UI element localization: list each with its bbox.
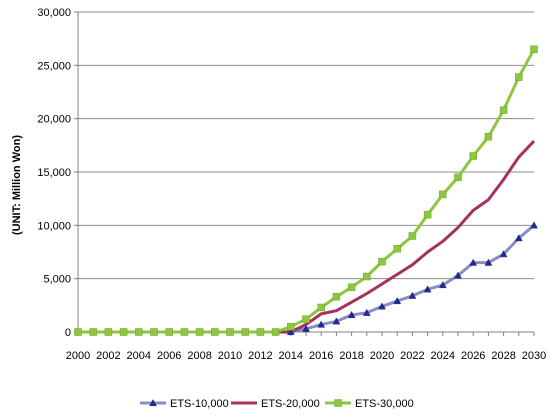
data-point-series-3 <box>439 190 447 199</box>
x-tick-label: 2002 <box>96 350 120 362</box>
data-point-series-1 <box>393 297 402 305</box>
data-point-series-3 <box>363 272 371 281</box>
series-layer <box>78 48 536 334</box>
x-tick-label: 2030 <box>522 350 546 362</box>
data-point-series-3 <box>484 133 493 141</box>
x-tick-label: 2000 <box>66 350 90 362</box>
data-point-series-3 <box>408 232 417 240</box>
x-tick-label: 2012 <box>248 350 272 362</box>
data-point-series-3 <box>226 328 234 336</box>
x-tick-label: 2028 <box>491 350 515 362</box>
data-point-series-3 <box>454 173 462 182</box>
legend-marker-1 <box>149 398 157 407</box>
x-tick-label: 2014 <box>279 350 303 362</box>
x-tick-label: 2010 <box>218 350 242 362</box>
data-point-series-3 <box>89 328 97 336</box>
legend-label-1: ETS-10,000 <box>170 398 229 410</box>
legend-marker-3 <box>334 399 342 407</box>
data-point-series-3 <box>256 328 265 336</box>
data-point-series-3 <box>302 315 310 323</box>
data-point-series-1 <box>332 317 341 325</box>
data-point-series-3 <box>104 328 113 336</box>
axis-layer: 0 5,000 10,000 15,000 20,000 25,000 30,000 2000… <box>37 7 546 362</box>
series-line-3 <box>78 48 536 334</box>
x-tick-label: 2026 <box>461 350 485 362</box>
data-point-series-1 <box>469 258 478 266</box>
data-point-series-3 <box>271 328 280 336</box>
data-point-series-3 <box>332 293 341 301</box>
legend-label-2: ETS-20,000 <box>261 398 320 410</box>
data-point-series-1 <box>408 291 417 299</box>
data-point-series-1 <box>347 310 356 318</box>
data-point-series-1 <box>438 281 447 289</box>
data-point-series-3 <box>469 152 477 160</box>
data-point-series-1 <box>514 234 523 242</box>
data-point-series-3 <box>530 45 538 54</box>
y-tick-label: 15,000 <box>37 167 71 179</box>
data-point-series-3 <box>195 328 204 336</box>
data-point-series-3 <box>378 257 386 266</box>
data-point-series-1 <box>530 221 538 229</box>
data-point-series-1 <box>423 285 432 293</box>
data-point-series-1 <box>362 308 371 316</box>
x-tick-label: 2018 <box>339 350 363 362</box>
data-point-series-3 <box>287 322 295 331</box>
y-tick-label: 0 <box>65 327 71 339</box>
data-point-series-3 <box>135 328 143 336</box>
data-point-series-3 <box>119 328 128 336</box>
x-tick-label: 2008 <box>187 350 211 362</box>
data-point-series-1 <box>454 271 462 279</box>
data-point-series-3 <box>165 328 173 336</box>
data-point-series-3 <box>211 328 219 336</box>
data-point-series-1 <box>317 320 326 328</box>
data-point-series-1 <box>499 250 508 258</box>
series-line-2 <box>78 140 536 334</box>
data-point-series-3 <box>241 328 249 336</box>
data-point-series-1 <box>302 324 310 332</box>
data-point-series-3 <box>515 73 523 81</box>
data-point-series-3 <box>150 328 158 336</box>
data-point-series-3 <box>317 303 325 312</box>
y-tick-label: 30,000 <box>37 7 71 19</box>
data-point-series-1 <box>484 258 493 266</box>
x-tick-label: 2022 <box>400 350 424 362</box>
data-point-series-3 <box>423 210 432 219</box>
y-tick-label: 5,000 <box>43 274 71 286</box>
marker-layer <box>74 45 538 336</box>
grid-layer <box>78 11 534 280</box>
y-tick-label: 25,000 <box>37 60 71 72</box>
data-point-series-3 <box>74 328 82 336</box>
x-tick-label: 2016 <box>309 350 333 362</box>
legend-label-3: ETS-30,000 <box>355 398 414 410</box>
y-tick-label: 10,000 <box>37 220 71 232</box>
data-point-series-3 <box>393 245 401 253</box>
y-axis-label: (UNIT: Million Won) <box>11 135 23 235</box>
x-tick-label: 2004 <box>127 350 151 362</box>
data-point-series-3 <box>499 106 508 114</box>
y-tick-label: 20,000 <box>37 114 71 126</box>
data-point-series-1 <box>286 327 295 336</box>
x-tick-label: 2006 <box>157 350 181 362</box>
legend: ETS-10,000 ETS-20,000 ETS-30,000 <box>140 398 414 410</box>
x-tick-label: 2024 <box>431 350 455 362</box>
x-tick-label: 2020 <box>370 350 394 362</box>
data-point-series-3 <box>347 283 356 291</box>
data-point-series-3 <box>180 328 189 336</box>
data-point-series-1 <box>378 302 386 310</box>
